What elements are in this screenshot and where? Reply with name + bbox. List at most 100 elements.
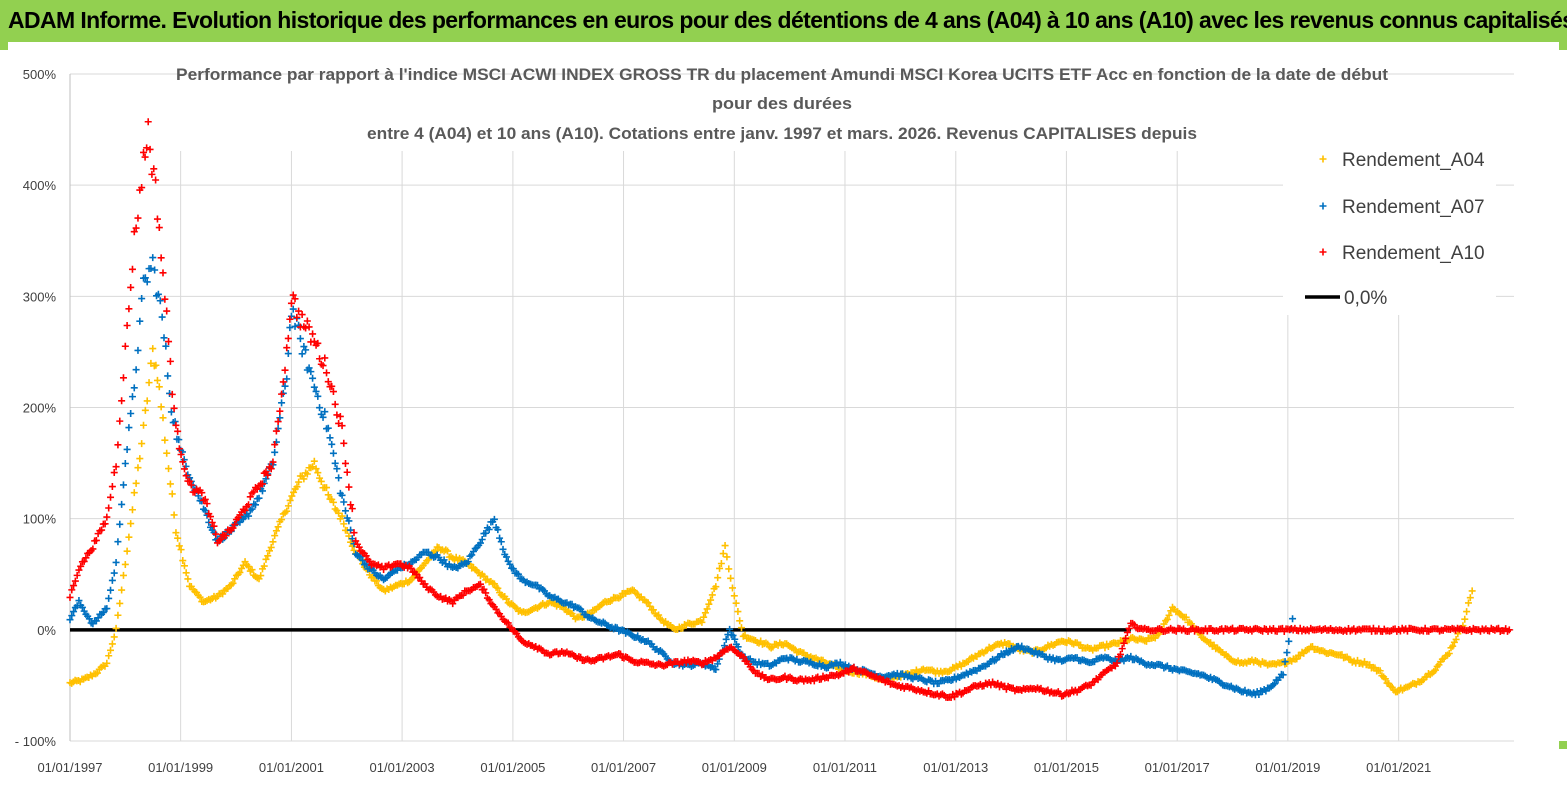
data-point	[726, 625, 734, 633]
data-point	[1445, 650, 1453, 658]
data-point	[70, 582, 78, 590]
y-tick-label: 300%	[23, 289, 57, 304]
data-point	[140, 421, 148, 429]
data-point	[316, 404, 324, 412]
data-point	[309, 330, 317, 338]
data-point	[170, 404, 178, 412]
data-point	[153, 376, 161, 384]
y-tick-label: 500%	[23, 67, 57, 82]
data-point	[132, 366, 140, 374]
data-point	[1101, 644, 1109, 652]
data-point	[255, 494, 263, 502]
data-point	[264, 471, 272, 479]
data-point	[229, 579, 237, 587]
data-point	[490, 515, 498, 523]
data-point	[329, 388, 337, 396]
data-point	[210, 522, 218, 530]
data-point	[121, 560, 129, 568]
data-point	[701, 609, 709, 617]
data-point	[164, 372, 172, 380]
data-point	[203, 500, 211, 508]
data-point	[123, 547, 131, 555]
data-point	[207, 513, 215, 521]
data-point	[132, 224, 140, 232]
data-point	[649, 606, 657, 614]
data-point	[850, 663, 858, 671]
data-point	[359, 557, 367, 565]
data-point	[343, 468, 351, 476]
data-point	[274, 418, 282, 426]
data-point	[257, 572, 265, 580]
header-title: ADAM Informe. Evolution historique des p…	[8, 7, 1567, 33]
data-point	[157, 403, 165, 411]
data-point	[85, 615, 93, 623]
data-point	[105, 504, 113, 512]
data-point	[698, 618, 706, 626]
data-point	[1431, 666, 1439, 674]
data-point	[155, 224, 163, 232]
data-point	[258, 480, 266, 488]
data-point	[163, 307, 171, 315]
data-point	[128, 265, 136, 273]
data-point	[107, 646, 115, 654]
legend-label: 0,0%	[1344, 288, 1387, 309]
data-point	[712, 583, 720, 591]
data-point	[1285, 637, 1293, 645]
data-point	[66, 616, 74, 624]
data-point	[655, 611, 663, 619]
data-point	[333, 465, 341, 473]
data-point	[174, 534, 182, 542]
data-point	[324, 424, 332, 432]
data-point	[136, 455, 144, 463]
data-point	[177, 546, 185, 554]
data-point	[159, 269, 167, 277]
x-tick-label: 01/01/1997	[37, 760, 102, 775]
data-point	[281, 366, 289, 374]
legend-box	[1283, 143, 1496, 315]
data-point	[723, 553, 731, 561]
data-point	[161, 295, 169, 303]
data-point	[201, 495, 209, 503]
x-tick-label: 01/01/1999	[148, 760, 213, 775]
data-point	[269, 538, 277, 546]
data-point	[307, 368, 315, 376]
data-point	[305, 364, 313, 372]
x-tick-label: 01/01/2011	[813, 760, 877, 775]
data-point	[105, 652, 113, 660]
data-point	[345, 517, 353, 525]
data-point	[208, 518, 216, 526]
data-point	[302, 346, 310, 354]
data-point	[323, 484, 331, 492]
data-point	[295, 307, 303, 315]
data-point	[112, 558, 120, 566]
data-point	[1165, 611, 1173, 619]
data-point	[293, 313, 301, 321]
data-point	[143, 397, 151, 405]
data-point	[112, 463, 120, 471]
data-point	[159, 414, 167, 422]
data-point	[110, 633, 118, 641]
data-point	[464, 558, 472, 566]
data-point	[287, 299, 295, 307]
y-tick-label: 0%	[37, 623, 56, 638]
data-point	[168, 390, 176, 398]
data-point	[340, 439, 348, 447]
data-point	[289, 305, 297, 313]
data-point	[82, 554, 90, 562]
data-point	[485, 525, 493, 533]
data-point	[152, 361, 160, 369]
data-point	[362, 552, 370, 560]
data-point	[116, 520, 124, 528]
data-point	[312, 387, 320, 395]
data-point	[155, 383, 163, 391]
data-point	[734, 643, 742, 651]
data-point	[721, 542, 729, 550]
data-point	[130, 228, 138, 236]
data-point	[314, 392, 322, 400]
data-point	[440, 556, 448, 564]
data-point	[644, 599, 652, 607]
data-point	[172, 529, 180, 537]
chart-title-line: entre 4 (A04) et 10 ans (A10). Cotations…	[367, 124, 1197, 143]
data-point	[499, 545, 507, 553]
data-point	[1466, 594, 1474, 602]
